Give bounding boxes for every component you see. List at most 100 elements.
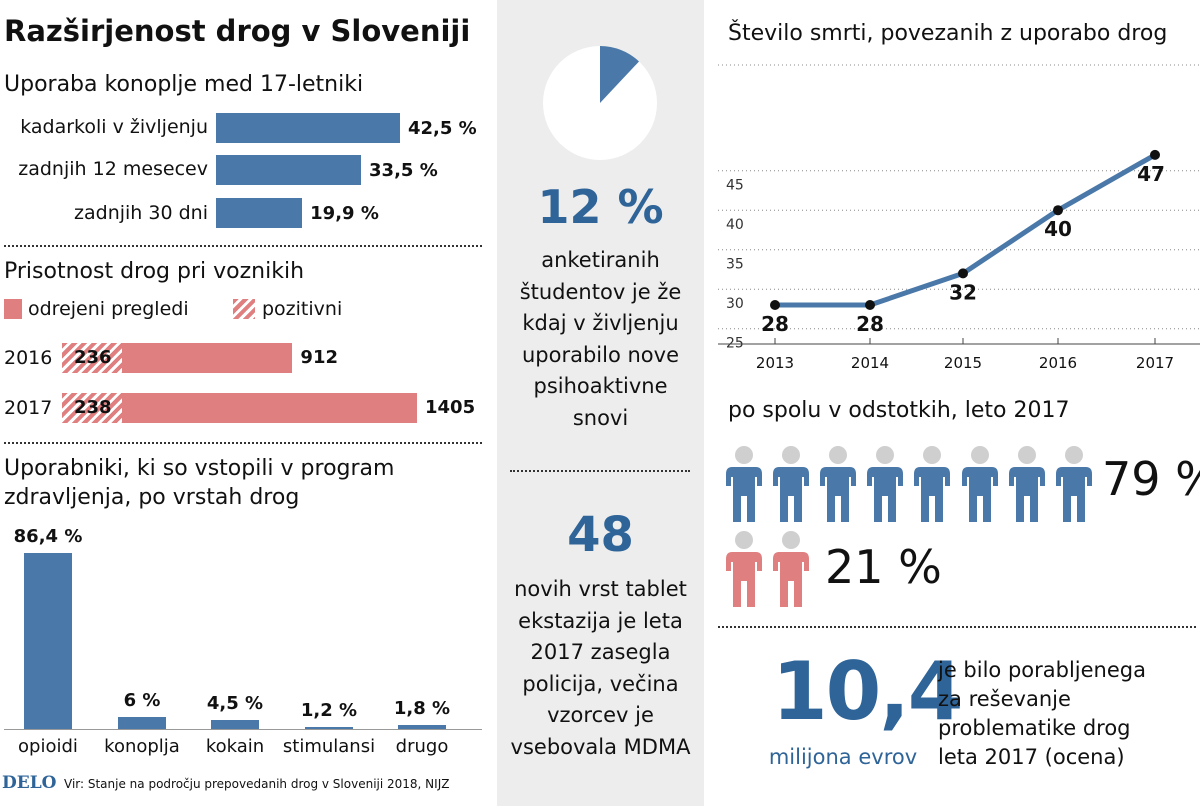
x-tick-label: 2014 [851, 354, 889, 372]
spending-number: 10,4 [772, 645, 963, 738]
data-point [958, 268, 968, 279]
ecstasy-number: 48 [567, 507, 634, 563]
female-person-icon [726, 531, 762, 607]
data-label: 28 [856, 312, 884, 336]
treatment-value: 6 % [123, 689, 161, 711]
cannabis-bar [216, 113, 400, 143]
data-label: 28 [761, 312, 789, 336]
treatment-heading-line2: zdravljenja, po vrstah drog [4, 485, 300, 510]
ecstasy-text: novih vrst tablet ekstazija je leta 2017… [497, 574, 704, 763]
drivers-heading: Prisotnost drog pri voznikih [4, 259, 305, 284]
treatment-heading-line1: Uporabniki, ki so vstopili v program [4, 456, 395, 481]
treatment-value: 4,5 % [206, 692, 264, 714]
male-person-icon [726, 446, 762, 522]
data-point [865, 300, 875, 310]
driver-checks-value: 1405 [425, 397, 476, 418]
treatment-label: opioidi [18, 736, 78, 757]
y-tick-label: 40 [726, 217, 744, 233]
cannabis-label: kadarkoli v življenju [20, 116, 208, 138]
cannabis-value: 19,9 % [310, 203, 379, 224]
cannabis-bar [216, 198, 303, 228]
cannabis-value: 42,5 % [408, 118, 477, 139]
data-label: 40 [1044, 217, 1072, 241]
legend-positive-swatch [233, 299, 255, 319]
cannabis-label: zadnjih 30 dni [74, 202, 208, 224]
y-tick-label: 45 [726, 178, 744, 194]
y-tick-label: 30 [726, 296, 744, 312]
students-line: snovi [572, 405, 629, 430]
data-label: 47 [1137, 162, 1165, 186]
male-person-icon [820, 446, 857, 522]
male-person-icon [914, 446, 951, 522]
treatment-bar [398, 725, 446, 729]
legend-checks-swatch [4, 299, 22, 319]
data-point [1150, 149, 1160, 160]
deaths-title: Število smrti, povezanih z uporabo drog [728, 21, 1168, 46]
spending-line: leta 2017 (ocena) [938, 745, 1125, 769]
students-line: psihoaktivne [533, 374, 668, 398]
x-tick-label: 2015 [944, 354, 982, 372]
treatment-bar [211, 719, 259, 729]
data-point [770, 300, 780, 310]
treatment-value: 1,8 % [393, 698, 451, 720]
driver-positive-value: 236 [74, 347, 112, 368]
cannabis-bar [216, 155, 362, 185]
male-percent: 79 % [1102, 452, 1200, 506]
treatment-value: 86,4 % [13, 526, 83, 547]
x-tick-label: 2016 [1039, 354, 1077, 372]
x-tick-label: 2013 [756, 354, 794, 372]
ecstasy-line: vzorcev je [547, 703, 654, 727]
ecstasy-line: novih vrst tablet [514, 577, 687, 601]
cannabis-value: 33,5 % [369, 160, 438, 181]
driver-positive-value: 238 [74, 397, 112, 418]
treatment-label: drugo [395, 736, 449, 757]
students-line: kdaj v življenju [522, 311, 679, 335]
treatment-label: konoplja [104, 736, 180, 757]
driver-year: 2016 [4, 347, 53, 369]
cannabis-label: zadnjih 12 mesecev [18, 158, 208, 180]
driver-checks-value: 912 [300, 347, 338, 368]
divider [718, 626, 1196, 628]
male-person-icon [961, 446, 998, 522]
cannabis-heading: Uporaba konoplje med 17-letniki [4, 72, 364, 97]
legend-checks-label: odrejeni pregledi [28, 298, 189, 320]
students-line: študentov je že [519, 279, 682, 304]
data-point [1053, 205, 1063, 216]
students-pie [543, 46, 657, 160]
ecstasy-line: policija, večina [522, 671, 679, 696]
legend-positive-label: pozitivni [262, 298, 343, 320]
delo-logo: DELO [2, 773, 57, 793]
male-person-icon [1008, 446, 1045, 522]
male-person-icon [773, 446, 810, 522]
spending-unit: milijona evrov [768, 745, 918, 769]
treatment-label: kokain [205, 736, 265, 757]
spending-line: za reševanje [938, 687, 1071, 711]
treatment-value: 1,2 % [300, 699, 358, 721]
students-text: anketiranih študentov je že kdaj v življ… [497, 245, 704, 434]
ecstasy-line: vsebovala MDMA [510, 734, 691, 759]
ecstasy-line: ekstazija je leta [518, 608, 683, 633]
treatment-bar [24, 553, 72, 729]
treatment-bar [305, 726, 353, 729]
driver-positive-bar [62, 343, 122, 373]
divider [4, 442, 482, 444]
female-percent: 21 % [825, 540, 942, 594]
students-line: uporabilo nove [521, 342, 680, 367]
male-person-icon [1055, 446, 1092, 522]
students-line: anketiranih [541, 248, 660, 272]
treatment-label: stimulansi [282, 736, 376, 757]
source-text: Vir: Stanje na področju prepovedanih dro… [64, 777, 450, 791]
male-person-icon [867, 446, 904, 522]
pie-slice [600, 46, 640, 103]
divider [4, 245, 482, 247]
spending-text: je bilo porabljenega za reševanje proble… [938, 656, 1146, 772]
treatment-axis [4, 729, 482, 730]
gender-heading: po spolu v odstotkih, leto 2017 [728, 398, 1070, 423]
driver-year: 2017 [4, 397, 53, 419]
spending-line: je bilo porabljenega [938, 658, 1146, 682]
spending-line: problematike drog [938, 716, 1131, 740]
data-label: 32 [949, 280, 977, 304]
driver-positive-bar [62, 393, 123, 423]
treatment-bar [118, 716, 166, 729]
